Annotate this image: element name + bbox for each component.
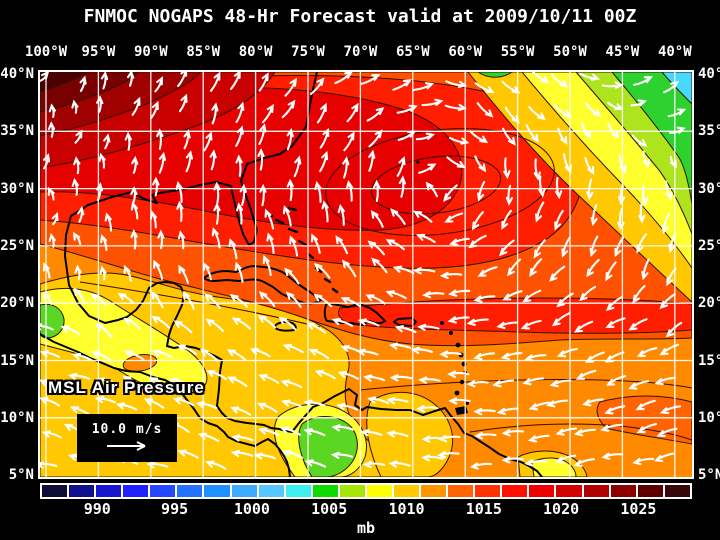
colorbar-cell <box>502 485 528 497</box>
map-frame: MSL Air Pressure 10.0 m/s <box>38 70 694 479</box>
lat-label-left: 15°N <box>0 352 34 369</box>
lon-label: 70°W <box>343 44 378 60</box>
wind-vector-arrows <box>40 72 687 470</box>
lon-label: 45°W <box>605 44 640 60</box>
lon-label: 50°W <box>553 44 587 60</box>
lat-label-left: 40°N <box>0 66 34 82</box>
colorbar-cell <box>231 485 257 497</box>
colorbar-tick: 1015 <box>465 500 502 518</box>
colorbar-cell <box>610 485 636 497</box>
colorbar-cell <box>150 485 176 497</box>
colorbar-cell <box>421 485 447 497</box>
colorbar-cell <box>96 485 122 497</box>
colorbar-cell <box>312 485 338 497</box>
wind-scale-arrow-icon <box>107 441 146 451</box>
lon-label: 80°W <box>238 44 273 60</box>
colorbar-cell <box>42 485 68 497</box>
colorbar-tick: 1010 <box>388 500 425 518</box>
lon-label: 55°W <box>500 44 535 60</box>
lat-label-right: 30°N <box>698 180 720 197</box>
colorbar-cell <box>583 485 609 497</box>
colorbar-tick: 990 <box>83 500 111 518</box>
lat-label-left: 30°N <box>0 180 34 197</box>
colorbar-cell <box>258 485 284 497</box>
colorbar-tick: 1020 <box>543 500 580 518</box>
wind-scale-box: 10.0 m/s <box>77 414 177 462</box>
colorbar-cell <box>637 485 663 497</box>
lat-label-right: 35°N <box>698 123 720 140</box>
colorbar-cell <box>556 485 582 497</box>
colorbar-cell <box>475 485 501 497</box>
lat-label-left: 35°N <box>0 123 34 140</box>
field-label: MSL Air Pressure <box>48 378 205 397</box>
colorbar-tick: 995 <box>161 500 189 518</box>
lon-label: 100°W <box>24 44 68 60</box>
colorbar-cell <box>285 485 311 497</box>
colorbar-cell <box>177 485 203 497</box>
wind-scale-label: 10.0 m/s <box>91 422 163 437</box>
colorbar-tick: 1005 <box>311 500 348 518</box>
lat-label-right: 40°N <box>698 66 720 82</box>
lon-label: 85°W <box>186 44 221 60</box>
colorbar-cell <box>204 485 230 497</box>
colorbar-cell <box>339 485 365 497</box>
page-title: FNMOC NOGAPS 48-Hr Forecast valid at 200… <box>83 6 637 27</box>
lat-label-left: 10°N <box>0 409 34 426</box>
lon-label: 75°W <box>291 44 325 60</box>
colorbar-cell <box>394 485 420 497</box>
lat-label-right: 25°N <box>698 237 720 254</box>
colorbar <box>40 483 692 499</box>
lon-label: 90°W <box>133 44 168 60</box>
colorbar-cell <box>529 485 555 497</box>
colorbar-cell <box>448 485 474 497</box>
lon-label: 65°W <box>395 44 430 60</box>
lat-label-left: 20°N <box>0 295 34 312</box>
coastline-north-central-america <box>64 72 543 477</box>
colorbar-tick: 1000 <box>233 500 270 518</box>
grid-lines <box>40 72 692 477</box>
lon-label: 95°W <box>81 44 116 60</box>
colorbar-cell <box>123 485 149 497</box>
lat-label-left: 5°N <box>8 467 34 484</box>
lat-label-right: 5°N <box>698 467 720 484</box>
lat-label-right: 10°N <box>698 409 720 426</box>
lat-label-right: 15°N <box>698 352 720 369</box>
lat-label-right: 20°N <box>698 295 720 312</box>
colorbar-cell <box>664 485 690 497</box>
island-puerto-rico <box>393 317 417 327</box>
colorbar-cell <box>366 485 393 497</box>
colorbar-tick: 1025 <box>620 500 657 518</box>
colorbar-cell <box>69 485 95 497</box>
island-cuba <box>203 265 322 305</box>
lon-label: 40°W <box>657 44 692 60</box>
colorbar-unit-label: mb <box>356 519 376 537</box>
lon-label: 60°W <box>448 44 483 60</box>
island-hispaniola <box>323 302 386 326</box>
lat-label-left: 25°N <box>0 237 34 254</box>
